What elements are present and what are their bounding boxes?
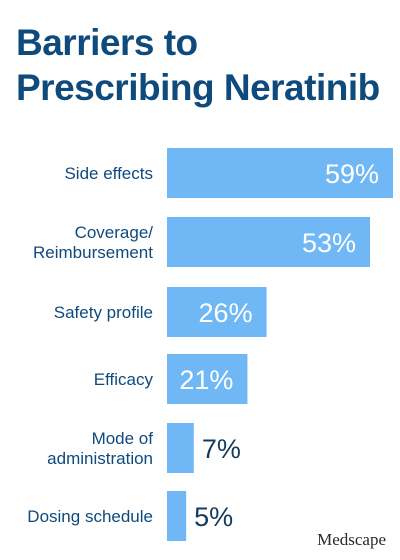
- value-label-0: 59%: [325, 159, 379, 189]
- chart-title-line-2: Prescribing Neratinib: [16, 67, 380, 108]
- category-label-3: Efficacy: [94, 370, 154, 389]
- chart-title: Barriers to Prescribing Neratinib: [16, 20, 396, 110]
- value-label-4: 7%: [202, 434, 241, 464]
- value-label-5: 5%: [194, 502, 233, 532]
- category-label-5: Dosing schedule: [27, 507, 153, 526]
- category-label-1-line-1: Coverage/: [75, 223, 154, 242]
- bar-2: [167, 287, 267, 337]
- bar-4: [167, 423, 194, 473]
- value-label-2: 26%: [199, 298, 253, 328]
- bar-3: [167, 354, 248, 404]
- bar-0: [167, 148, 393, 198]
- bar-5: [167, 491, 187, 541]
- value-label-1: 53%: [302, 228, 356, 258]
- chart-title-line-1: Barriers to: [16, 22, 198, 63]
- category-label-4-line-2: administration: [47, 449, 153, 468]
- value-label-3: 21%: [179, 365, 233, 395]
- medscape-logo: Medscape: [317, 530, 386, 549]
- bar-1: [167, 217, 371, 267]
- category-label-1-line-2: Reimbursement: [33, 243, 153, 262]
- category-label-0: Side effects: [64, 164, 153, 183]
- category-label-4-line-1: Mode of: [92, 429, 154, 448]
- category-label-2: Safety profile: [54, 303, 153, 322]
